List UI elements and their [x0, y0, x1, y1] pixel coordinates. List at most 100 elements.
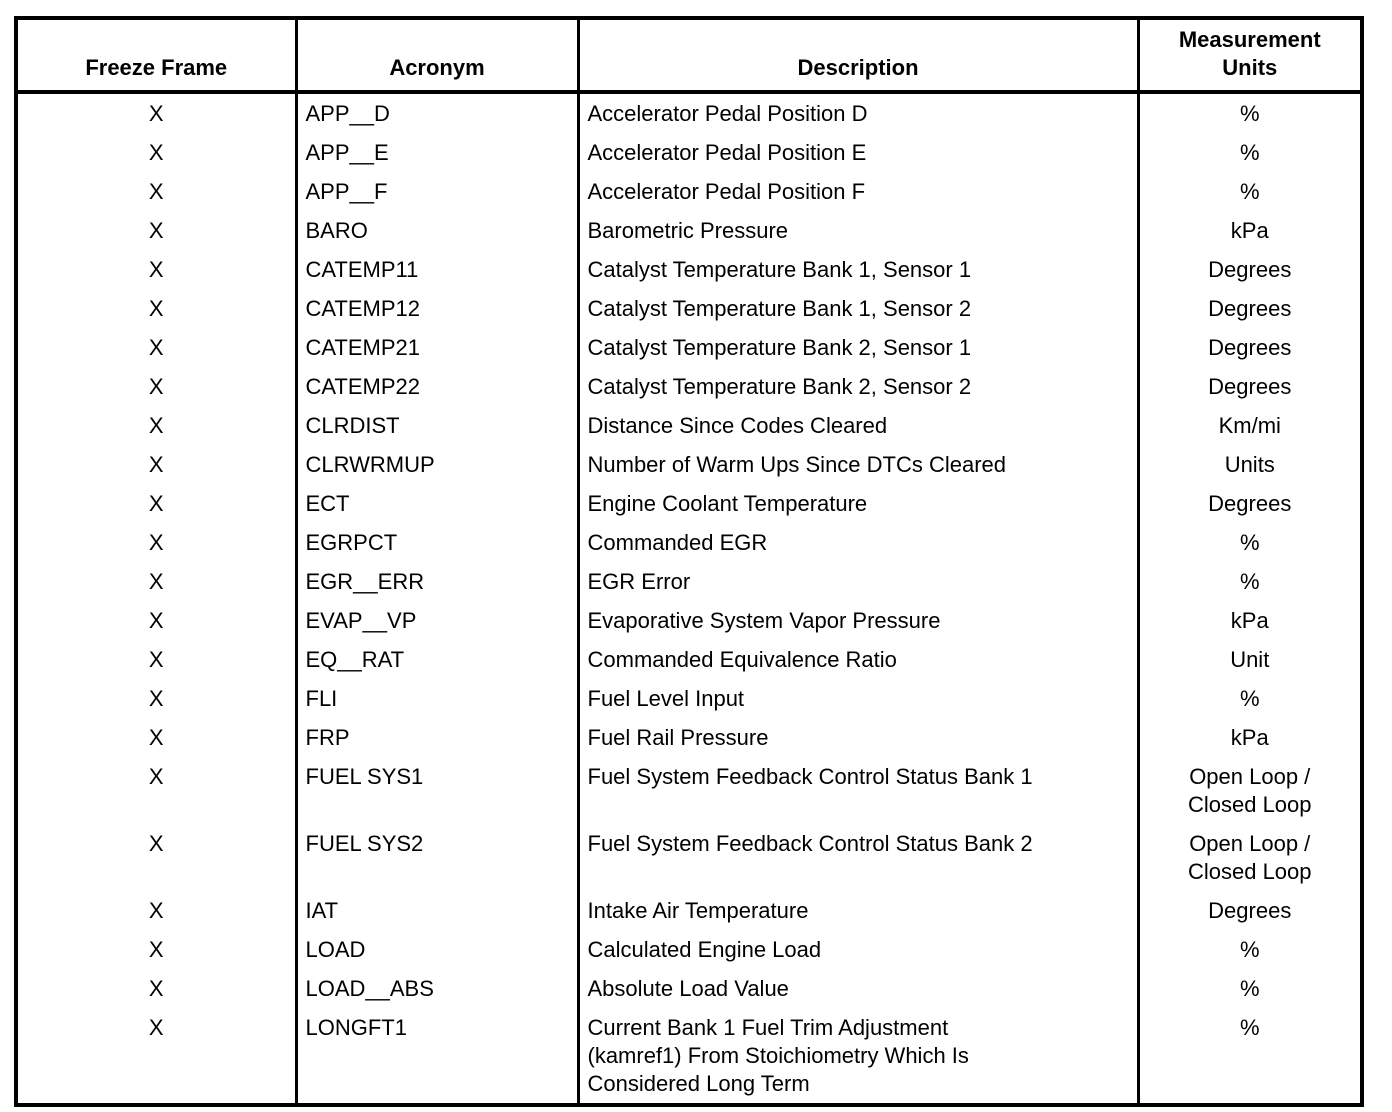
units-cell: % [1136, 562, 1362, 601]
units-cell: Degrees [1136, 484, 1362, 523]
column-header-acronym: Acronym [294, 18, 578, 94]
acronym-cell: CLRDIST [294, 406, 578, 445]
description-cell: Commanded EGR [576, 523, 1138, 562]
table-row: X FUEL SYS1 Fuel System Feedback Control… [16, 757, 1362, 824]
freeze-frame-cell: X [148, 139, 164, 165]
table-row: X EQ__RAT Commanded Equivalence Ratio Un… [16, 640, 1362, 679]
freeze-frame-cell: X [148, 936, 164, 962]
units-cell: % [1136, 969, 1362, 1008]
acronym-cell: EGR__ERR [294, 562, 578, 601]
table-row: X BARO Barometric Pressure kPa [16, 211, 1362, 250]
freeze-frame-cell: X [148, 1014, 164, 1040]
description-cell: Catalyst Temperature Bank 1, Sensor 1 [576, 250, 1138, 289]
acronym-cell: APP__D [294, 92, 578, 133]
acronym-cell: LOAD__ABS [294, 969, 578, 1008]
description-cell: Current Bank 1 Fuel Trim Adjustment (kam… [576, 1008, 1138, 1105]
description-cell: Catalyst Temperature Bank 2, Sensor 1 [576, 328, 1138, 367]
units-cell: % [1136, 172, 1362, 211]
table-row: X CLRWRMUP Number of Warm Ups Since DTCs… [16, 445, 1362, 484]
freeze-frame-cell: X [148, 490, 164, 516]
units-cell: % [1136, 133, 1362, 172]
units-cell: Units [1136, 445, 1362, 484]
acronym-cell: LOAD [294, 930, 578, 969]
column-header-freeze-frame: Freeze Frame [16, 18, 296, 94]
freeze-frame-cell: X [148, 100, 164, 126]
units-cell: Open Loop / Closed Loop [1136, 824, 1362, 891]
description-cell: Calculated Engine Load [576, 930, 1138, 969]
freeze-frame-cell: X [148, 568, 164, 594]
units-cell: Degrees [1136, 328, 1362, 367]
description-cell: Evaporative System Vapor Pressure [576, 601, 1138, 640]
freeze-frame-parameters-table: Freeze Frame Acronym Description Measure… [14, 16, 1364, 1107]
description-cell: Fuel Rail Pressure [576, 718, 1138, 757]
acronym-cell: APP__F [294, 172, 578, 211]
description-cell: Intake Air Temperature [576, 891, 1138, 930]
freeze-frame-cell: X [148, 373, 164, 399]
freeze-frame-cell: X [148, 217, 164, 243]
acronym-cell: APP__E [294, 133, 578, 172]
table-row: X FRP Fuel Rail Pressure kPa [16, 718, 1362, 757]
acronym-cell: ECT [294, 484, 578, 523]
units-cell: Degrees [1136, 289, 1362, 328]
description-cell: Accelerator Pedal Position E [576, 133, 1138, 172]
freeze-frame-cell: X [148, 975, 164, 1001]
table-row: X APP__E Accelerator Pedal Position E % [16, 133, 1362, 172]
table-row: X CATEMP11 Catalyst Temperature Bank 1, … [16, 250, 1362, 289]
table-row: X LOAD__ABS Absolute Load Value % [16, 969, 1362, 1008]
units-cell: % [1136, 679, 1362, 718]
table-row: X EVAP__VP Evaporative System Vapor Pres… [16, 601, 1362, 640]
table-row: X ECT Engine Coolant Temperature Degrees [16, 484, 1362, 523]
units-cell: kPa [1136, 211, 1362, 250]
freeze-frame-cell: X [148, 724, 164, 750]
acronym-cell: CATEMP21 [294, 328, 578, 367]
acronym-cell: EVAP__VP [294, 601, 578, 640]
description-cell: Fuel System Feedback Control Status Bank… [576, 824, 1138, 891]
acronym-cell: BARO [294, 211, 578, 250]
freeze-frame-cell: X [148, 412, 164, 438]
table-row: X IAT Intake Air Temperature Degrees [16, 891, 1362, 930]
units-cell: kPa [1136, 601, 1362, 640]
column-header-description: Description [576, 18, 1138, 94]
acronym-cell: EGRPCT [294, 523, 578, 562]
description-cell: Catalyst Temperature Bank 1, Sensor 2 [576, 289, 1138, 328]
acronym-cell: FRP [294, 718, 578, 757]
freeze-frame-cell: X [148, 334, 164, 360]
acronym-cell: FUEL SYS2 [294, 824, 578, 891]
units-cell: kPa [1136, 718, 1362, 757]
table-row: X CLRDIST Distance Since Codes Cleared K… [16, 406, 1362, 445]
freeze-frame-cell: X [148, 178, 164, 204]
column-header-measurement-units: Measurement Units [1136, 18, 1362, 94]
units-cell: % [1136, 523, 1362, 562]
acronym-cell: EQ__RAT [294, 640, 578, 679]
table-row: X EGRPCT Commanded EGR % [16, 523, 1362, 562]
description-cell: Accelerator Pedal Position D [576, 92, 1138, 133]
freeze-frame-cell: X [148, 256, 164, 282]
freeze-frame-cell: X [148, 451, 164, 477]
description-cell: Fuel System Feedback Control Status Bank… [576, 757, 1138, 824]
freeze-frame-cell: X [148, 763, 164, 789]
units-cell: % [1136, 1008, 1362, 1105]
description-cell: Barometric Pressure [576, 211, 1138, 250]
description-cell: Number of Warm Ups Since DTCs Cleared [576, 445, 1138, 484]
units-cell: Degrees [1136, 250, 1362, 289]
description-cell: EGR Error [576, 562, 1138, 601]
units-cell: Unit [1136, 640, 1362, 679]
freeze-frame-cell: X [148, 830, 164, 856]
table-row: X FUEL SYS2 Fuel System Feedback Control… [16, 824, 1362, 891]
acronym-cell: CLRWRMUP [294, 445, 578, 484]
acronym-cell: LONGFT1 [294, 1008, 578, 1105]
table-body: X APP__D Accelerator Pedal Position D % … [16, 92, 1362, 1105]
units-cell: Open Loop / Closed Loop [1136, 757, 1362, 824]
table-row: X APP__D Accelerator Pedal Position D % [16, 92, 1362, 133]
table-row: X APP__F Accelerator Pedal Position F % [16, 172, 1362, 211]
header-row: Freeze Frame Acronym Description Measure… [16, 18, 1362, 94]
acronym-cell: CATEMP11 [294, 250, 578, 289]
freeze-frame-cell: X [148, 529, 164, 555]
description-cell: Distance Since Codes Cleared [576, 406, 1138, 445]
table-row: X LONGFT1 Current Bank 1 Fuel Trim Adjus… [16, 1008, 1362, 1105]
acronym-cell: CATEMP12 [294, 289, 578, 328]
acronym-cell: IAT [294, 891, 578, 930]
acronym-cell: FUEL SYS1 [294, 757, 578, 824]
units-cell: Km/mi [1136, 406, 1362, 445]
